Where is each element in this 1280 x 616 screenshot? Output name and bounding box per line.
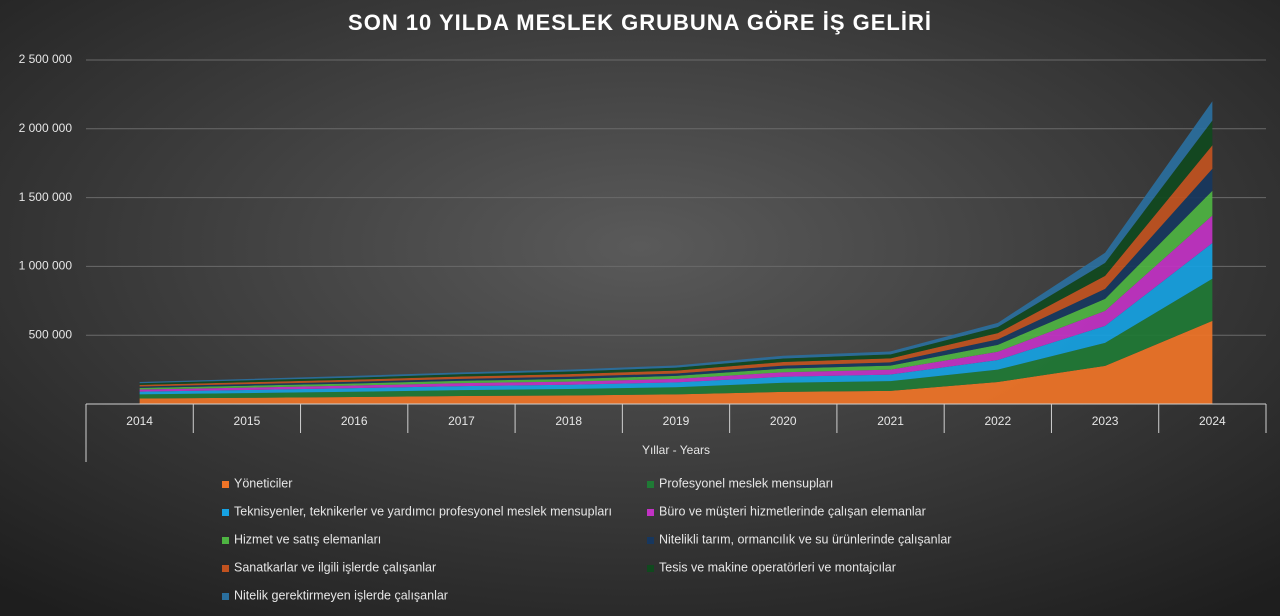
legend-swatch	[222, 509, 229, 516]
legend-label: Teknisyenler, teknikerler ve yardımcı pr…	[234, 504, 612, 518]
legend-swatch	[647, 509, 654, 516]
x-tick-label: 2015	[234, 414, 261, 428]
y-tick-label: 2 500 000	[19, 52, 73, 66]
x-tick-label: 2016	[341, 414, 368, 428]
x-tick-label: 2019	[663, 414, 690, 428]
legend-swatch	[222, 565, 229, 572]
legend-label: Yöneticiler	[234, 476, 292, 490]
y-tick-label: 2 000 000	[19, 121, 73, 135]
legend-label: Nitelikli tarım, ormancılık ve su ürünle…	[659, 532, 951, 546]
x-tick-label: 2024	[1199, 414, 1226, 428]
chart-title: SON 10 YILDA MESLEK GRUBUNA GÖRE İŞ GELİ…	[348, 10, 932, 35]
x-tick-label: 2014	[126, 414, 153, 428]
x-tick-label: 2021	[877, 414, 904, 428]
y-tick-label: 500 000	[29, 327, 73, 341]
x-tick-label: 2023	[1092, 414, 1119, 428]
y-tick-label: 1 500 000	[19, 190, 73, 204]
legend-label: Hizmet ve satış elemanları	[234, 532, 381, 546]
y-tick-label: 1 000 000	[19, 259, 73, 273]
legend-swatch	[222, 593, 229, 600]
legend-label: Nitelik gerektirmeyen işlerde çalışanlar	[234, 588, 448, 602]
legend-swatch	[222, 537, 229, 544]
area	[139, 320, 1213, 404]
legend-label: Sanatkarlar ve ilgili işlerde çalışanlar	[234, 560, 436, 574]
legend-label: Profesyonel meslek mensupları	[659, 476, 833, 490]
x-axis-title: Yıllar - Years	[642, 443, 710, 457]
x-tick-label: 2022	[984, 414, 1011, 428]
x-tick-label: 2017	[448, 414, 475, 428]
legend-swatch	[647, 565, 654, 572]
legend-swatch	[222, 481, 229, 488]
legend-label: Büro ve müşteri hizmetlerinde çalışan el…	[659, 504, 926, 518]
x-tick-label: 2020	[770, 414, 797, 428]
x-tick-label: 2018	[555, 414, 582, 428]
legend-label: Tesis ve makine operatörleri ve montajcı…	[659, 560, 896, 574]
legend-swatch	[647, 481, 654, 488]
legend-swatch	[647, 537, 654, 544]
